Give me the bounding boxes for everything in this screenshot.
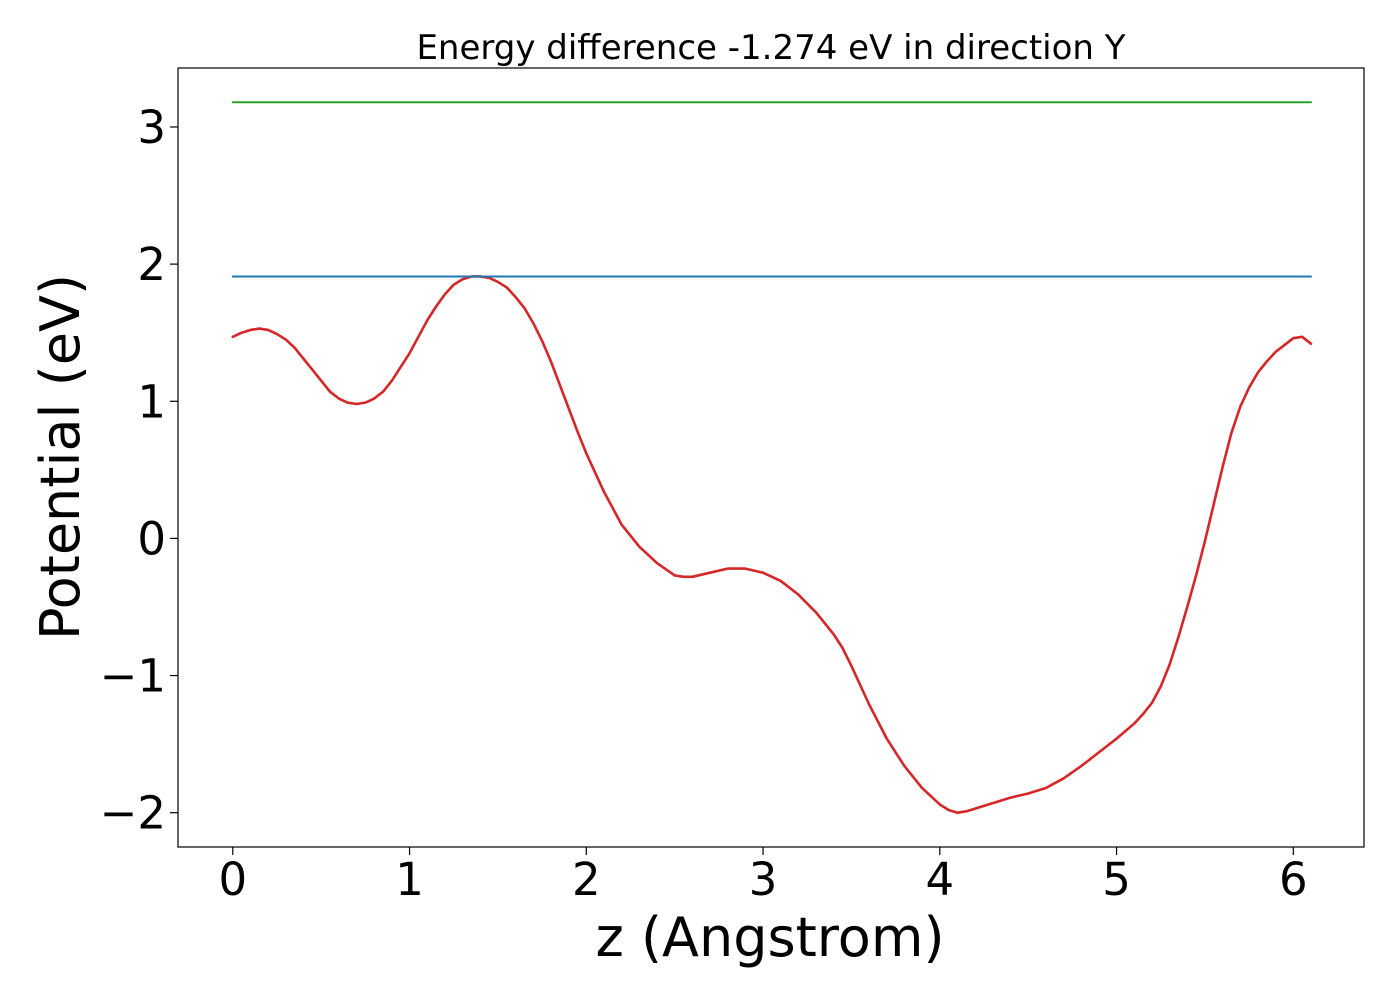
x-tick-label: 1 — [395, 853, 424, 906]
series-group — [231, 101, 1313, 815]
x-tick-label: 3 — [749, 853, 778, 906]
y-tick-label: 3 — [137, 101, 166, 154]
y-axis: −2 −1 0 1 2 3 — [100, 101, 178, 840]
x-tick-label: 4 — [925, 853, 954, 906]
y-tick-label: −2 — [100, 787, 166, 840]
chart-title: Energy difference -1.274 eV in direction… — [416, 28, 1125, 68]
series-line-1 — [231, 275, 1313, 815]
x-tick-label: 2 — [572, 853, 601, 906]
x-axis-label: z (Angstrom) — [595, 906, 944, 969]
x-axis: 0 1 2 3 4 5 6 — [218, 847, 1308, 906]
plot-frame — [177, 67, 1365, 848]
plot-area — [177, 67, 1365, 848]
y-axis-label: Potential (eV) — [29, 274, 92, 640]
y-tick-label: 2 — [137, 238, 166, 291]
plot-background — [178, 68, 1364, 847]
y-tick-label: −1 — [100, 650, 166, 703]
y-tick-label: 1 — [137, 375, 166, 428]
y-tick-label: 0 — [137, 512, 166, 565]
x-tick-label: 0 — [218, 853, 247, 906]
x-tick-label: 6 — [1279, 853, 1308, 906]
x-tick-label: 5 — [1102, 853, 1131, 906]
